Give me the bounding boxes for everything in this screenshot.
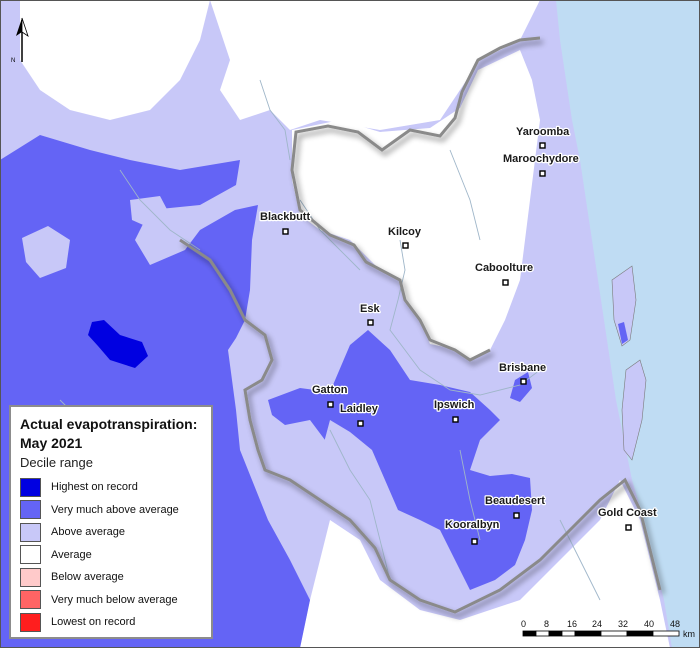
town-marker — [520, 378, 527, 385]
coastal-strip — [540, 0, 672, 648]
town-label-ipswich: Ipswich — [434, 399, 475, 411]
town-marker — [402, 242, 409, 249]
town-label-kilcoy: Kilcoy — [388, 226, 422, 238]
scale-tick-label: 8 — [544, 619, 549, 629]
legend-swatch-below — [20, 567, 41, 587]
legend-item: Highest on record — [20, 476, 211, 499]
town-marker — [539, 170, 546, 177]
north-arrow — [16, 17, 29, 62]
town-maroochydore: Maroochydore — [502, 152, 580, 177]
above-average-patch-w1 — [22, 226, 70, 278]
scale-tick-label: 24 — [592, 619, 602, 629]
scale-tick-label: 40 — [644, 619, 654, 629]
town-label-gold-coast: Gold Coast — [598, 507, 657, 519]
legend-swatch-very-much-above — [20, 500, 41, 520]
scale-segments — [522, 630, 680, 637]
legend-swatch-very-much-below — [20, 590, 41, 610]
average-region-central — [292, 50, 540, 360]
town-beaudesert: Beaudesert — [484, 494, 547, 519]
town-label-kooralbyn: Kooralbyn — [445, 519, 500, 531]
legend-label: Above average — [51, 526, 125, 539]
legend-label: Very much below average — [51, 593, 178, 606]
legend-title: Actual evapotranspiration: May 2021 — [20, 416, 198, 451]
legend-label: Very much above average — [51, 503, 179, 516]
town-caboolture: Caboolture — [474, 261, 534, 286]
legend-item: Above average — [20, 521, 211, 544]
town-label-yaroomba: Yaroomba — [516, 126, 570, 138]
town-marker — [357, 420, 364, 427]
town-label-laidley: Laidley — [340, 403, 379, 415]
town-brisbane: Brisbane — [498, 361, 547, 385]
scale-tick-label: 32 — [618, 619, 628, 629]
town-label-gatton: Gatton — [312, 384, 348, 396]
scale-tick-label: 48 — [670, 619, 680, 629]
above-average-patch-c1 — [322, 420, 350, 455]
legend-swatch-average — [20, 545, 41, 565]
town-marker — [452, 416, 459, 423]
town-marker — [539, 142, 546, 149]
island-south — [621, 359, 647, 461]
town-gold-coast: Gold Coast — [597, 506, 658, 531]
town-label-beaudesert: Beaudesert — [485, 495, 545, 507]
town-marker — [513, 512, 520, 519]
outside-region-north — [210, 0, 540, 130]
town-kooralbyn: Kooralbyn — [444, 518, 501, 545]
legend-label: Average — [51, 548, 92, 561]
town-kilcoy: Kilcoy — [387, 225, 423, 249]
legend: Actual evapotranspiration: May 2021 Deci… — [9, 405, 213, 639]
town-label-blackbutt: Blackbutt — [260, 211, 310, 223]
region-boundary — [179, 36, 662, 614]
town-gatton: Gatton — [311, 383, 349, 408]
town-label-esk: Esk — [360, 303, 380, 315]
north-label: N — [11, 58, 15, 64]
island-highest — [618, 322, 628, 344]
outside-region-north-west — [20, 0, 210, 120]
legend-swatch-lowest — [20, 612, 41, 632]
legend-label: Lowest on record — [51, 616, 136, 629]
legend-swatch-highest — [20, 477, 41, 497]
town-marker — [502, 279, 509, 286]
legend-swatch-above — [20, 522, 41, 542]
town-label-maroochydore: Maroochydore — [503, 153, 579, 165]
legend-label: Below average — [51, 571, 124, 584]
scale-bar: 0 8 16 24 32 40 48 km — [521, 619, 695, 639]
town-marker — [367, 319, 374, 326]
town-marker — [625, 524, 632, 531]
highest-on-record-west — [88, 320, 148, 368]
legend-item: Very much above average — [20, 499, 211, 522]
town-yaroomba: Yaroomba — [515, 125, 571, 149]
town-marker — [471, 538, 478, 545]
town-marker — [327, 401, 334, 408]
island-north — [611, 265, 637, 347]
legend-subtitle: Decile range — [20, 455, 93, 470]
very-much-above-average-central — [268, 330, 532, 590]
scale-unit: km — [683, 629, 695, 639]
town-esk: Esk — [359, 302, 382, 326]
town-laidley: Laidley — [339, 402, 380, 427]
town-marker — [282, 228, 289, 235]
legend-item: Very much below average — [20, 589, 211, 612]
legend-item: Lowest on record — [20, 611, 211, 634]
scale-tick-label: 16 — [567, 619, 577, 629]
town-label-caboolture: Caboolture — [475, 262, 533, 274]
legend-item: Below average — [20, 566, 211, 589]
legend-item: Average — [20, 544, 211, 567]
town-ipswich: Ipswich — [433, 398, 476, 423]
legend-label: Highest on record — [51, 481, 138, 494]
scale-tick-label: 0 — [521, 619, 526, 629]
outside-region-south — [300, 480, 670, 648]
town-blackbutt: Blackbutt — [259, 210, 312, 235]
town-label-brisbane: Brisbane — [499, 362, 546, 374]
